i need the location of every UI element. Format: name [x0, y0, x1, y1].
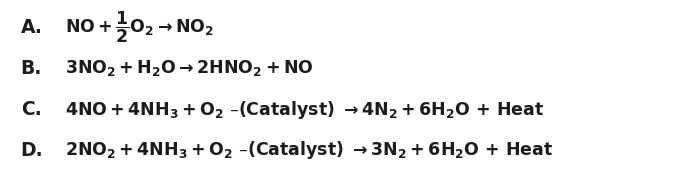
Text: $\mathbf{2NO_2 + 4NH_3 + O_2}$ –(Catalyst) $\mathbf{\rightarrow 3N_2 + 6H_2O}$ +: $\mathbf{2NO_2 + 4NH_3 + O_2}$ –(Catalys… — [65, 139, 553, 162]
Text: $\mathbf{NO + \dfrac{1}{2}O_2 \rightarrow NO_2}$: $\mathbf{NO + \dfrac{1}{2}O_2 \rightarro… — [65, 10, 215, 45]
Text: C.: C. — [21, 100, 41, 119]
Text: $\mathbf{4NO + 4NH_3 + O_2}$ –(Catalyst) $\mathbf{\rightarrow 4N_2 + 6H_2O}$ + H: $\mathbf{4NO + 4NH_3 + O_2}$ –(Catalyst)… — [65, 99, 544, 121]
Text: D.: D. — [21, 141, 43, 160]
Text: B.: B. — [21, 58, 42, 78]
Text: $\mathbf{3NO_2 + H_2O \rightarrow 2HNO_2 + NO}$: $\mathbf{3NO_2 + H_2O \rightarrow 2HNO_2… — [65, 58, 314, 78]
Text: A.: A. — [21, 18, 43, 37]
